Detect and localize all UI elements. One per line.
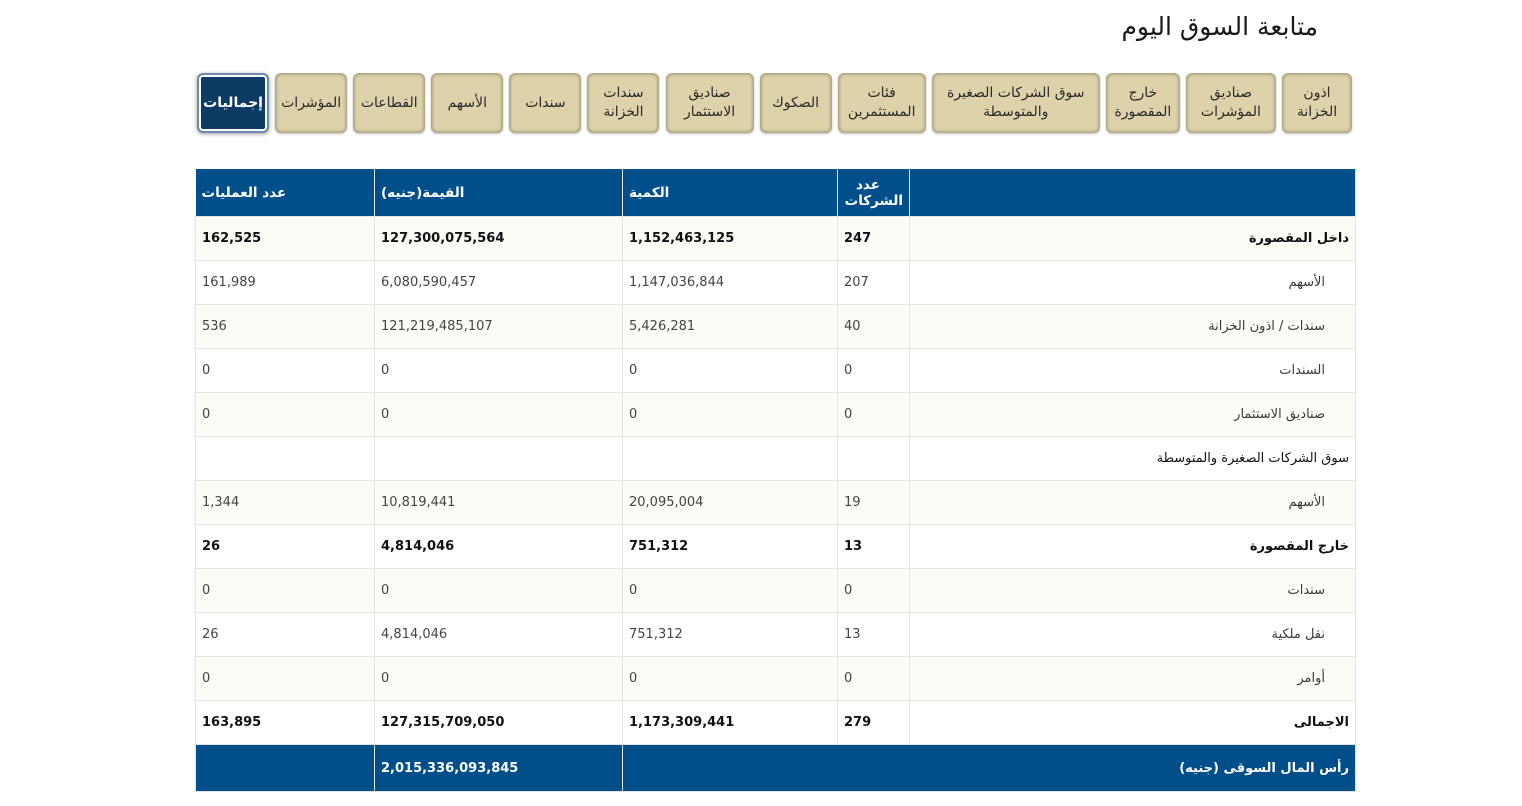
cell-quantity: 20,095,004 (622, 480, 838, 525)
cell-trades: 0 (195, 656, 375, 701)
cell-quantity: 1,173,309,441 (622, 700, 838, 745)
tab-stocks[interactable]: الأسهم (431, 73, 504, 133)
cell-trades: 163,895 (195, 700, 375, 745)
cell-companies: 0 (837, 348, 910, 393)
table-row: سوق الشركات الصغيرة والمتوسطة (195, 436, 1356, 481)
row-label: خارج المقصورة (909, 524, 1356, 569)
tab-sukuk[interactable]: الصكوك (759, 73, 832, 133)
cell-value: 121,219,485,107 (374, 304, 623, 349)
table-row: سندات 0 0 0 0 (195, 568, 1356, 613)
cell-quantity: 0 (622, 348, 838, 393)
page-title: متابعة السوق اليوم (1121, 12, 1318, 41)
row-label: صناديق الاستثمار (909, 392, 1356, 437)
row-label: الأسهم (909, 480, 1356, 525)
cell-companies: 0 (837, 392, 910, 437)
cell-companies: 207 (837, 260, 910, 305)
row-label: أوامر (909, 656, 1356, 701)
tab-investment-funds[interactable]: صناديق الاستثمار (665, 73, 754, 133)
row-label: سوق الشركات الصغيرة والمتوسطة (909, 436, 1356, 481)
cell-value (374, 436, 623, 481)
table-row: داخل المقصورة 247 1,152,463,125 127,300,… (195, 216, 1356, 261)
cell-quantity: 1,152,463,125 (622, 216, 838, 261)
row-label: داخل المقصورة (909, 216, 1356, 261)
cell-trades: 0 (195, 348, 375, 393)
table-row: سندات / اذون الخزانة 40 5,426,281 121,21… (195, 304, 1356, 349)
table-row: صناديق الاستثمار 0 0 0 0 (195, 392, 1356, 437)
tab-treasury-bills[interactable]: اذون الخزانة (1282, 73, 1352, 133)
cell-value: 0 (374, 656, 623, 701)
tab-bonds[interactable]: سندات (509, 73, 582, 133)
cell-trades: 0 (195, 568, 375, 613)
market-cap-row: رأس المال السوقى (جنيه) 2,015,336,093,84… (195, 744, 1356, 792)
table-row: الأسهم 207 1,147,036,844 6,080,590,457 1… (195, 260, 1356, 305)
tab-sme-market[interactable]: سوق الشركات الصغيرة والمتوسطة (931, 73, 1100, 133)
table-header-row: عدد الشركات الكمية القيمة(جنيه) عدد العم… (195, 169, 1356, 217)
cell-quantity (622, 436, 838, 481)
row-label: الأسهم (909, 260, 1356, 305)
cell-companies: 247 (837, 216, 910, 261)
cell-value: 4,814,046 (374, 524, 623, 569)
market-cap-label: رأس المال السوقى (جنيه) (622, 744, 1356, 792)
cell-companies: 0 (837, 656, 910, 701)
cell-companies (837, 436, 910, 481)
row-label: سندات (909, 568, 1356, 613)
market-summary-table: عدد الشركات الكمية القيمة(جنيه) عدد العم… (195, 169, 1356, 792)
row-label: السندات (909, 348, 1356, 393)
cell-value: 0 (374, 568, 623, 613)
cell-trades (195, 436, 375, 481)
tab-investor-categories[interactable]: فئات المستثمرين (837, 73, 926, 133)
cell-companies: 19 (837, 480, 910, 525)
table-row: السندات 0 0 0 0 (195, 348, 1356, 393)
table-row-total: الاجمالى 279 1,173,309,441 127,315,709,0… (195, 700, 1356, 745)
header-trades: عدد العمليات (195, 169, 375, 217)
row-label: نقل ملكية (909, 612, 1356, 657)
cell-trades: 0 (195, 392, 375, 437)
tab-sectors[interactable]: القطاعات (353, 73, 426, 133)
cell-trades: 161,989 (195, 260, 375, 305)
header-value: القيمة(جنيه) (374, 169, 623, 217)
cell-quantity: 0 (622, 656, 838, 701)
tab-etfs[interactable]: صناديق المؤشرات (1185, 73, 1276, 133)
cell-quantity: 0 (622, 392, 838, 437)
market-summary-table-container: عدد الشركات الكمية القيمة(جنيه) عدد العم… (195, 169, 1356, 792)
table-row: أوامر 0 0 0 0 (195, 656, 1356, 701)
row-label: الاجمالى (909, 700, 1356, 745)
cell-value: 4,814,046 (374, 612, 623, 657)
cell-quantity: 5,426,281 (622, 304, 838, 349)
market-cap-value: 2,015,336,093,845 (374, 744, 623, 792)
table-row: الأسهم 19 20,095,004 10,819,441 1,344 (195, 480, 1356, 525)
cell-value: 10,819,441 (374, 480, 623, 525)
cell-trades: 1,344 (195, 480, 375, 525)
tab-bar: إجماليات المؤشرات القطاعات الأسهم سندات … (197, 73, 1352, 133)
cell-companies: 40 (837, 304, 910, 349)
header-companies: عدد الشركات (837, 169, 910, 217)
tab-treasury-bonds[interactable]: سندات الخزانة (587, 73, 660, 133)
header-quantity: الكمية (622, 169, 838, 217)
cell-value: 0 (374, 392, 623, 437)
cell-trades: 26 (195, 524, 375, 569)
row-label: سندات / اذون الخزانة (909, 304, 1356, 349)
cell-companies: 13 (837, 612, 910, 657)
cell-value: 127,300,075,564 (374, 216, 623, 261)
cell-value: 6,080,590,457 (374, 260, 623, 305)
tab-totals[interactable]: إجماليات (197, 73, 270, 133)
cell-quantity: 751,312 (622, 524, 838, 569)
tab-otc[interactable]: خارج المقصورة (1105, 73, 1180, 133)
table-row: نقل ملكية 13 751,312 4,814,046 26 (195, 612, 1356, 657)
table-row: خارج المقصورة 13 751,312 4,814,046 26 (195, 524, 1356, 569)
cell-value: 0 (374, 348, 623, 393)
market-cap-empty (195, 744, 375, 792)
tab-indices[interactable]: المؤشرات (275, 73, 348, 133)
cell-companies: 0 (837, 568, 910, 613)
cell-quantity: 1,147,036,844 (622, 260, 838, 305)
cell-trades: 26 (195, 612, 375, 657)
cell-quantity: 0 (622, 568, 838, 613)
cell-quantity: 751,312 (622, 612, 838, 657)
header-category (909, 169, 1356, 217)
cell-trades: 162,525 (195, 216, 375, 261)
cell-trades: 536 (195, 304, 375, 349)
cell-companies: 13 (837, 524, 910, 569)
cell-value: 127,315,709,050 (374, 700, 623, 745)
cell-companies: 279 (837, 700, 910, 745)
